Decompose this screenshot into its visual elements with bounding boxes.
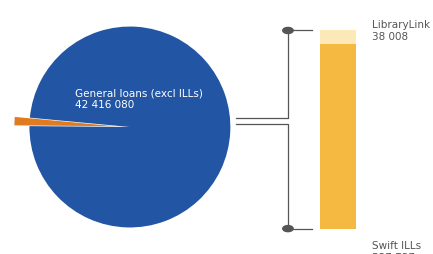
Bar	[320, 30, 356, 43]
Wedge shape	[14, 117, 115, 126]
Wedge shape	[29, 27, 230, 227]
Text: LibraryLink ILLs
38 008: LibraryLink ILLs 38 008	[372, 20, 433, 42]
Bar	[320, 43, 356, 229]
Text: Swift ILLs
537 737: Swift ILLs 537 737	[372, 241, 421, 254]
Text: General loans (excl ILLs)
42 416 080: General loans (excl ILLs) 42 416 080	[74, 88, 203, 110]
